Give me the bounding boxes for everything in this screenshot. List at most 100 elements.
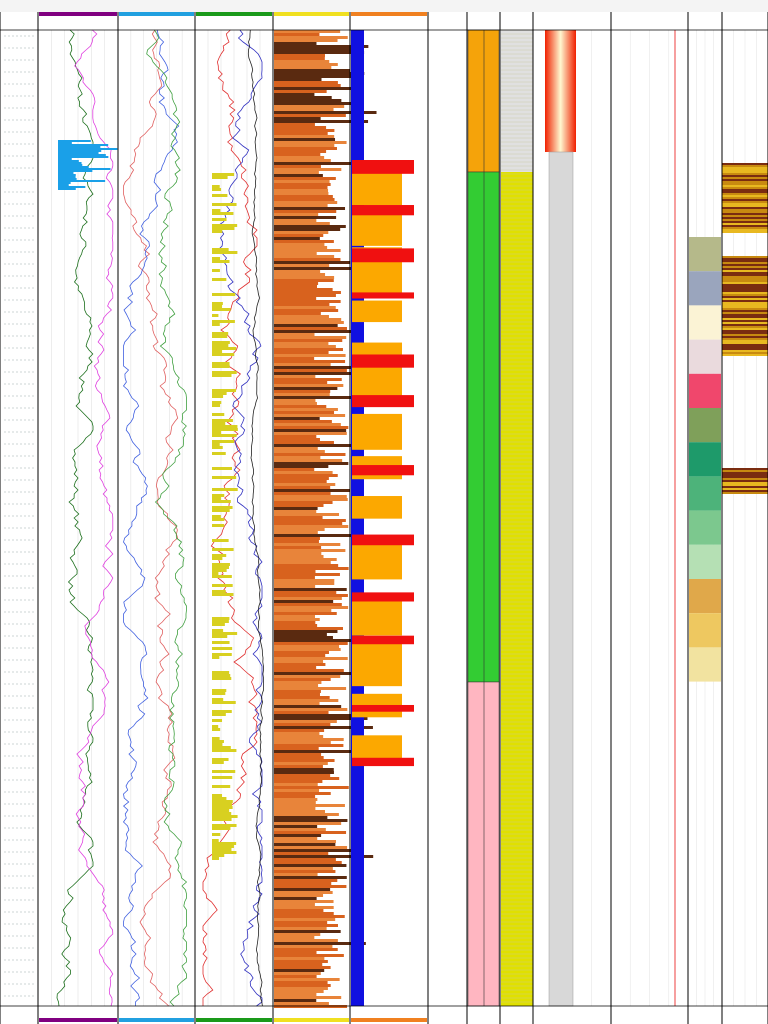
image-strip xyxy=(274,48,358,51)
image-strip xyxy=(274,936,315,939)
pattern xyxy=(501,30,533,172)
image-strip xyxy=(274,309,339,312)
legend-swatch xyxy=(689,408,721,443)
fill-area xyxy=(58,142,72,144)
core-strip xyxy=(722,288,768,290)
fill-area xyxy=(212,743,223,746)
image-strip xyxy=(274,81,338,84)
core-strip xyxy=(722,316,768,318)
image-strip xyxy=(274,120,369,123)
core-strip xyxy=(722,486,768,488)
image-strip xyxy=(274,798,318,801)
fill-area xyxy=(212,293,236,296)
fill-area xyxy=(58,186,86,188)
fill-area xyxy=(212,494,225,497)
fill-area xyxy=(212,623,225,626)
image-strip xyxy=(274,597,342,600)
image-strip xyxy=(274,903,315,906)
image-strip xyxy=(274,639,382,642)
image-strip xyxy=(274,819,348,822)
image-strip xyxy=(274,246,328,249)
image-strip xyxy=(274,234,324,237)
core-strip xyxy=(722,342,768,344)
image-strip xyxy=(274,495,347,498)
core-strip xyxy=(722,193,768,195)
fill-area xyxy=(212,194,228,197)
fill-area xyxy=(58,154,106,156)
fill-area xyxy=(212,794,223,797)
image-strip xyxy=(274,906,334,909)
core-strip xyxy=(722,207,768,209)
image-strip xyxy=(274,825,318,828)
image-strip xyxy=(274,270,321,273)
image-strip xyxy=(274,909,324,912)
image-strip xyxy=(274,834,322,837)
image-strip xyxy=(274,519,346,522)
core-strip xyxy=(722,310,768,312)
image-strip xyxy=(274,645,340,648)
image-strip xyxy=(274,723,331,726)
track-header xyxy=(196,12,272,16)
fill-area xyxy=(212,374,232,377)
fill-area xyxy=(212,371,237,374)
fill-area xyxy=(212,653,232,656)
core-strip xyxy=(722,308,768,310)
core-strip xyxy=(722,197,768,199)
fill-area xyxy=(58,182,71,184)
image-strip xyxy=(274,207,346,210)
image-strip xyxy=(274,294,336,297)
image-strip xyxy=(274,963,323,966)
pattern xyxy=(501,172,533,1006)
core-strip xyxy=(722,330,768,332)
image-strip xyxy=(274,684,319,687)
track-header xyxy=(351,12,427,16)
image-strip xyxy=(274,45,369,48)
fill-area xyxy=(212,803,232,806)
image-strip xyxy=(274,897,317,900)
core-strip xyxy=(722,213,768,215)
fill-area xyxy=(212,641,230,644)
fill-area xyxy=(212,824,237,827)
image-strip xyxy=(274,60,330,63)
image-strip xyxy=(274,513,340,516)
image-strip xyxy=(274,930,341,933)
fill-area xyxy=(212,227,235,230)
core-strip xyxy=(722,306,768,308)
core-strip xyxy=(722,468,768,470)
image-strip xyxy=(274,849,360,852)
image-strip xyxy=(274,390,331,393)
image-strip xyxy=(274,861,342,864)
image-strip xyxy=(274,267,384,270)
core-strip xyxy=(722,217,768,219)
image-strip xyxy=(274,465,329,468)
track-footer xyxy=(196,1018,272,1022)
fill-area xyxy=(58,168,111,170)
fill-area xyxy=(212,425,238,428)
image-strip xyxy=(274,198,335,201)
image-strip xyxy=(274,96,332,99)
image-strip xyxy=(274,441,334,444)
fill-area xyxy=(212,428,238,431)
image-strip xyxy=(274,552,322,555)
fill-area xyxy=(212,188,222,191)
core-strip xyxy=(722,278,768,280)
fill-area xyxy=(212,434,237,437)
fill-area xyxy=(58,164,83,166)
image-strip xyxy=(274,822,342,825)
image-strip xyxy=(274,855,374,858)
core-strip xyxy=(722,340,768,342)
core-strip xyxy=(722,179,768,181)
fill-area xyxy=(212,260,230,263)
image-strip xyxy=(274,87,362,90)
fill-area xyxy=(58,174,76,176)
fill-area xyxy=(212,848,232,851)
image-strip xyxy=(274,942,366,945)
image-strip xyxy=(274,387,338,390)
image-strip xyxy=(274,510,317,513)
image-strip xyxy=(274,870,336,873)
image-strip xyxy=(274,336,347,339)
core-strip xyxy=(722,302,768,304)
fill-area xyxy=(212,341,230,344)
red-bar xyxy=(352,248,414,263)
image-strip xyxy=(274,420,332,423)
